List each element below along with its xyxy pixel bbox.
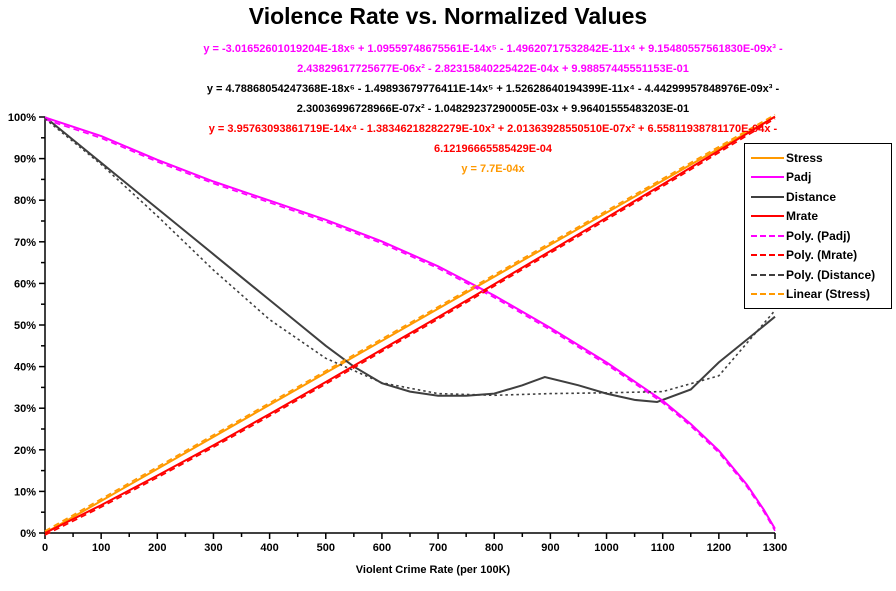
legend-line-sample-stress	[751, 156, 784, 159]
y-tick-label: 70%	[14, 237, 36, 249]
x-axis-title: Violent Crime Rate (per 100K)	[355, 564, 511, 576]
y-tick-label: 40%	[14, 362, 36, 374]
legend-label: Linear (Stress)	[786, 287, 871, 302]
legend-label: Padj	[786, 170, 812, 185]
legend-line-sample-linear-stress	[751, 293, 784, 296]
series-poly-padj	[44, 118, 776, 532]
x-tick-label: 600	[373, 542, 391, 554]
x-tick-label: 1000	[594, 542, 618, 554]
legend-line-sample-poly-mrate	[751, 254, 784, 257]
y-tick-label: 30%	[14, 403, 36, 415]
legend-label: Poly. (Mrate)	[786, 248, 858, 263]
legend-line-sample-distance	[751, 195, 784, 198]
y-tick-label: 10%	[14, 486, 36, 498]
x-tick-label: 1200	[707, 542, 731, 554]
series-linear-stress	[44, 113, 776, 532]
x-tick-label: 400	[260, 542, 278, 554]
x-tick-label: 100	[92, 542, 110, 554]
y-tick-label: 20%	[14, 445, 36, 457]
chart-title: Violence Rate vs. Normalized Values	[248, 3, 648, 29]
series-distance	[44, 116, 776, 404]
legend-item-padj: Padj	[751, 168, 891, 188]
series-poly-mrate	[44, 117, 776, 536]
y-tick-label: 100%	[8, 112, 36, 124]
equation-poly-mrate-line2: 6.12196665585429E-04	[433, 143, 553, 155]
x-tick-label: 1300	[763, 542, 787, 554]
equation-poly-padj-line1: y = -3.01652601019204E-18x⁶ + 1.09559748…	[203, 43, 783, 55]
equation-linear-stress: y = 7.7E-04x	[461, 163, 525, 175]
y-tick-label: 50%	[14, 320, 36, 332]
legend-item-linear-stress: Linear (Stress)	[751, 285, 891, 305]
legend-label: Poly. (Padj)	[786, 228, 851, 243]
trendline-equations: y = -3.01652601019204E-18x⁶ + 1.09559748…	[93, 39, 893, 179]
legend-label: Mrate	[786, 209, 819, 224]
legend-item-stress: Stress	[751, 148, 891, 168]
legend-item-poly-mrate: Poly. (Mrate)	[751, 246, 891, 266]
series-poly-distance	[44, 118, 776, 397]
x-tick-label: 1100	[651, 542, 675, 554]
equation-poly-distance-line1: y = 4.78868054247368E-18x⁶ - 1.498936797…	[206, 83, 780, 95]
x-tick-label: 300	[204, 542, 222, 554]
equation-poly-padj-line2: 2.43829617725677E-06x² - 2.8231584022542…	[297, 63, 689, 75]
series-stress	[44, 115, 776, 534]
legend-label: Distance	[786, 189, 837, 204]
series-mrate	[44, 115, 776, 534]
legend-label: Poly. (Distance)	[786, 267, 876, 282]
x-tick-label: 700	[429, 542, 447, 554]
x-tick-label: 0	[42, 542, 48, 554]
legend-line-sample-padj	[751, 176, 784, 179]
equation-poly-distance-line2: 2.30036996728966E-07x² - 1.0482923729000…	[296, 103, 690, 115]
legend-line-sample-poly-padj	[751, 234, 784, 237]
x-tick-label: 500	[317, 542, 335, 554]
legend-label: Stress	[786, 150, 823, 165]
legend-item-poly-distance: Poly. (Distance)	[751, 265, 891, 285]
x-tick-label: 200	[148, 542, 166, 554]
legend-item-poly-padj: Poly. (Padj)	[751, 226, 891, 246]
legend-item-mrate: Mrate	[751, 207, 891, 227]
y-tick-label: 80%	[14, 195, 36, 207]
series-padj	[44, 116, 776, 530]
x-tick-label: 800	[485, 542, 503, 554]
legend-line-sample-mrate	[751, 215, 784, 218]
y-tick-label: 90%	[14, 154, 36, 166]
legend: Stress Padj Distance Mrate Poly. (Padj) Poly.…	[744, 143, 892, 309]
y-tick-label: 60%	[14, 278, 36, 290]
legend-line-sample-poly-distance	[751, 273, 784, 276]
equation-poly-mrate-line1: y = 3.95763093861719E-14x⁴ - 1.383462182…	[208, 123, 778, 135]
y-tick-label: 0%	[20, 528, 36, 540]
x-tick-label: 900	[541, 542, 559, 554]
legend-item-distance: Distance	[751, 187, 891, 207]
